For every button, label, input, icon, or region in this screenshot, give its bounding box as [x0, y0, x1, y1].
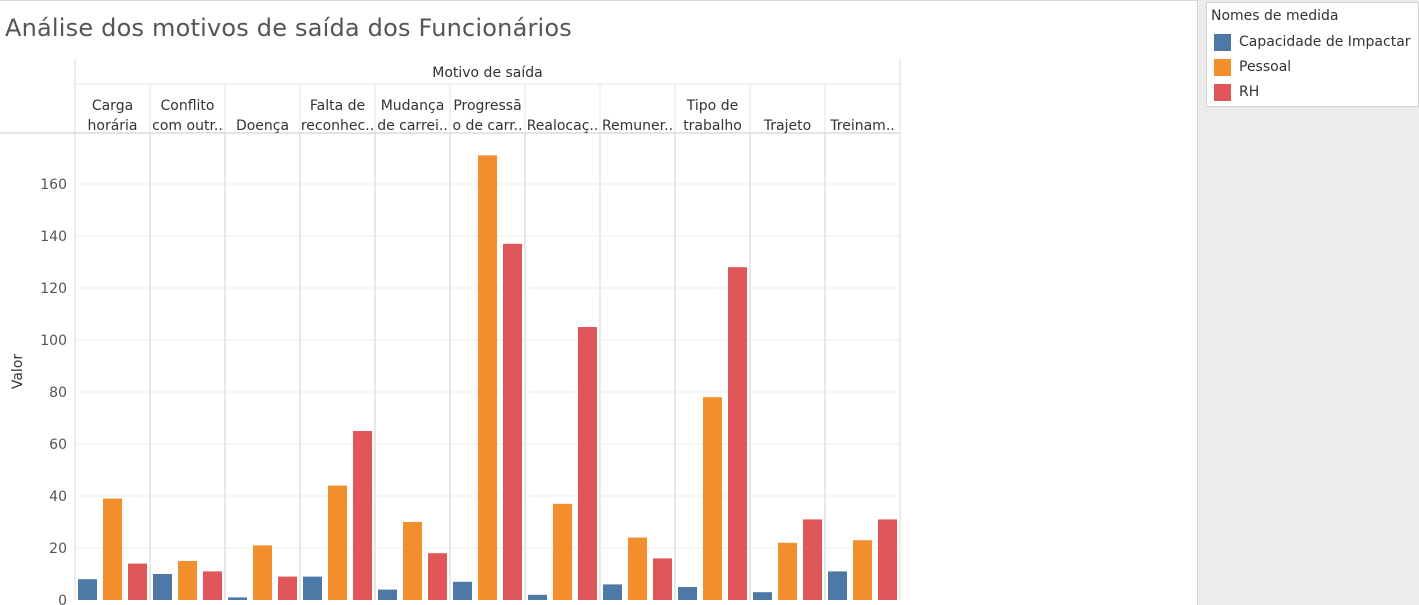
bar — [428, 553, 447, 600]
category-label: Tipo de — [686, 98, 738, 114]
chart-title: Análise dos motivos de saída dos Funcion… — [5, 14, 573, 42]
category-label: Trajeto — [763, 118, 811, 134]
legend-swatch — [1214, 33, 1231, 51]
y-tick-label: 120 — [40, 281, 67, 297]
category-label: de carrei.. — [377, 118, 448, 134]
bar — [878, 519, 897, 600]
category-label: Progressã — [453, 98, 521, 114]
category-label: Remuner.. — [602, 118, 673, 134]
category-label: o de carr.. — [452, 118, 522, 134]
legend-item-pessoal[interactable]: Pessoal — [1214, 58, 1291, 76]
category-label: reconhec.. — [301, 118, 374, 134]
bar — [678, 587, 697, 600]
category-label: Treinam.. — [829, 118, 894, 134]
bar — [353, 431, 372, 600]
column-header-title: Motivo de saída — [432, 65, 543, 81]
y-tick-label: 100 — [40, 333, 67, 349]
category-label: Falta de — [310, 98, 365, 114]
category-label: Realocaç.. — [527, 118, 599, 134]
y-tick-label: 60 — [49, 437, 67, 453]
bar — [778, 542, 797, 600]
bar — [403, 522, 422, 600]
bar — [578, 327, 597, 600]
bar — [153, 574, 172, 600]
bar — [303, 576, 322, 600]
bar — [453, 581, 472, 600]
bar — [278, 576, 297, 600]
category-label: Conflito — [161, 98, 215, 114]
bar — [703, 397, 722, 600]
legend[interactable]: Nomes de medida Capacidade de Impactar P… — [1206, 2, 1419, 107]
y-tick-label: 140 — [40, 229, 67, 245]
bar — [478, 155, 497, 600]
bar — [853, 540, 872, 600]
y-tick-label: 20 — [49, 541, 67, 557]
category-label: trabalho — [683, 118, 742, 134]
bar — [728, 267, 747, 600]
legend-title: Nomes de medida — [1211, 8, 1339, 24]
top-border — [0, 0, 1197, 1]
bar — [528, 594, 547, 600]
bar — [128, 563, 147, 600]
y-axis-label: Valor — [10, 354, 26, 390]
legend-label: Pessoal — [1239, 59, 1292, 75]
y-tick-label: 0 — [58, 593, 67, 605]
bar — [103, 498, 122, 600]
legend-swatch — [1214, 58, 1231, 76]
bar — [628, 537, 647, 600]
category-label: Mudança — [381, 98, 445, 114]
bar — [653, 558, 672, 600]
bar-chart: Motivo de saída Carga horária Conflito com o… — [0, 59, 901, 605]
y-tick-label: 80 — [49, 385, 67, 401]
bar — [253, 545, 272, 600]
legend-item-rh[interactable]: RH — [1214, 83, 1259, 101]
legend-label: Capacidade de Impactar — [1239, 34, 1411, 50]
bar — [828, 571, 847, 600]
legend-item-capacidade[interactable]: Capacidade de Impactar — [1214, 33, 1411, 51]
bar — [378, 589, 397, 600]
bar — [228, 597, 247, 600]
category-label: com outr.. — [152, 118, 223, 134]
bar — [203, 571, 222, 600]
bar — [603, 584, 622, 600]
bar — [328, 485, 347, 600]
legend-label: RH — [1239, 84, 1260, 100]
category-label: Doença — [236, 118, 289, 134]
bar — [803, 519, 822, 600]
bar — [553, 503, 572, 600]
bar — [78, 579, 97, 600]
category-label: Carga — [92, 98, 133, 114]
bar — [178, 561, 197, 600]
y-tick-label: 160 — [40, 177, 67, 193]
bar — [503, 243, 522, 601]
bar — [753, 592, 772, 600]
legend-swatch — [1214, 83, 1231, 101]
category-label: horária — [88, 118, 138, 134]
y-tick-label: 40 — [49, 489, 67, 505]
